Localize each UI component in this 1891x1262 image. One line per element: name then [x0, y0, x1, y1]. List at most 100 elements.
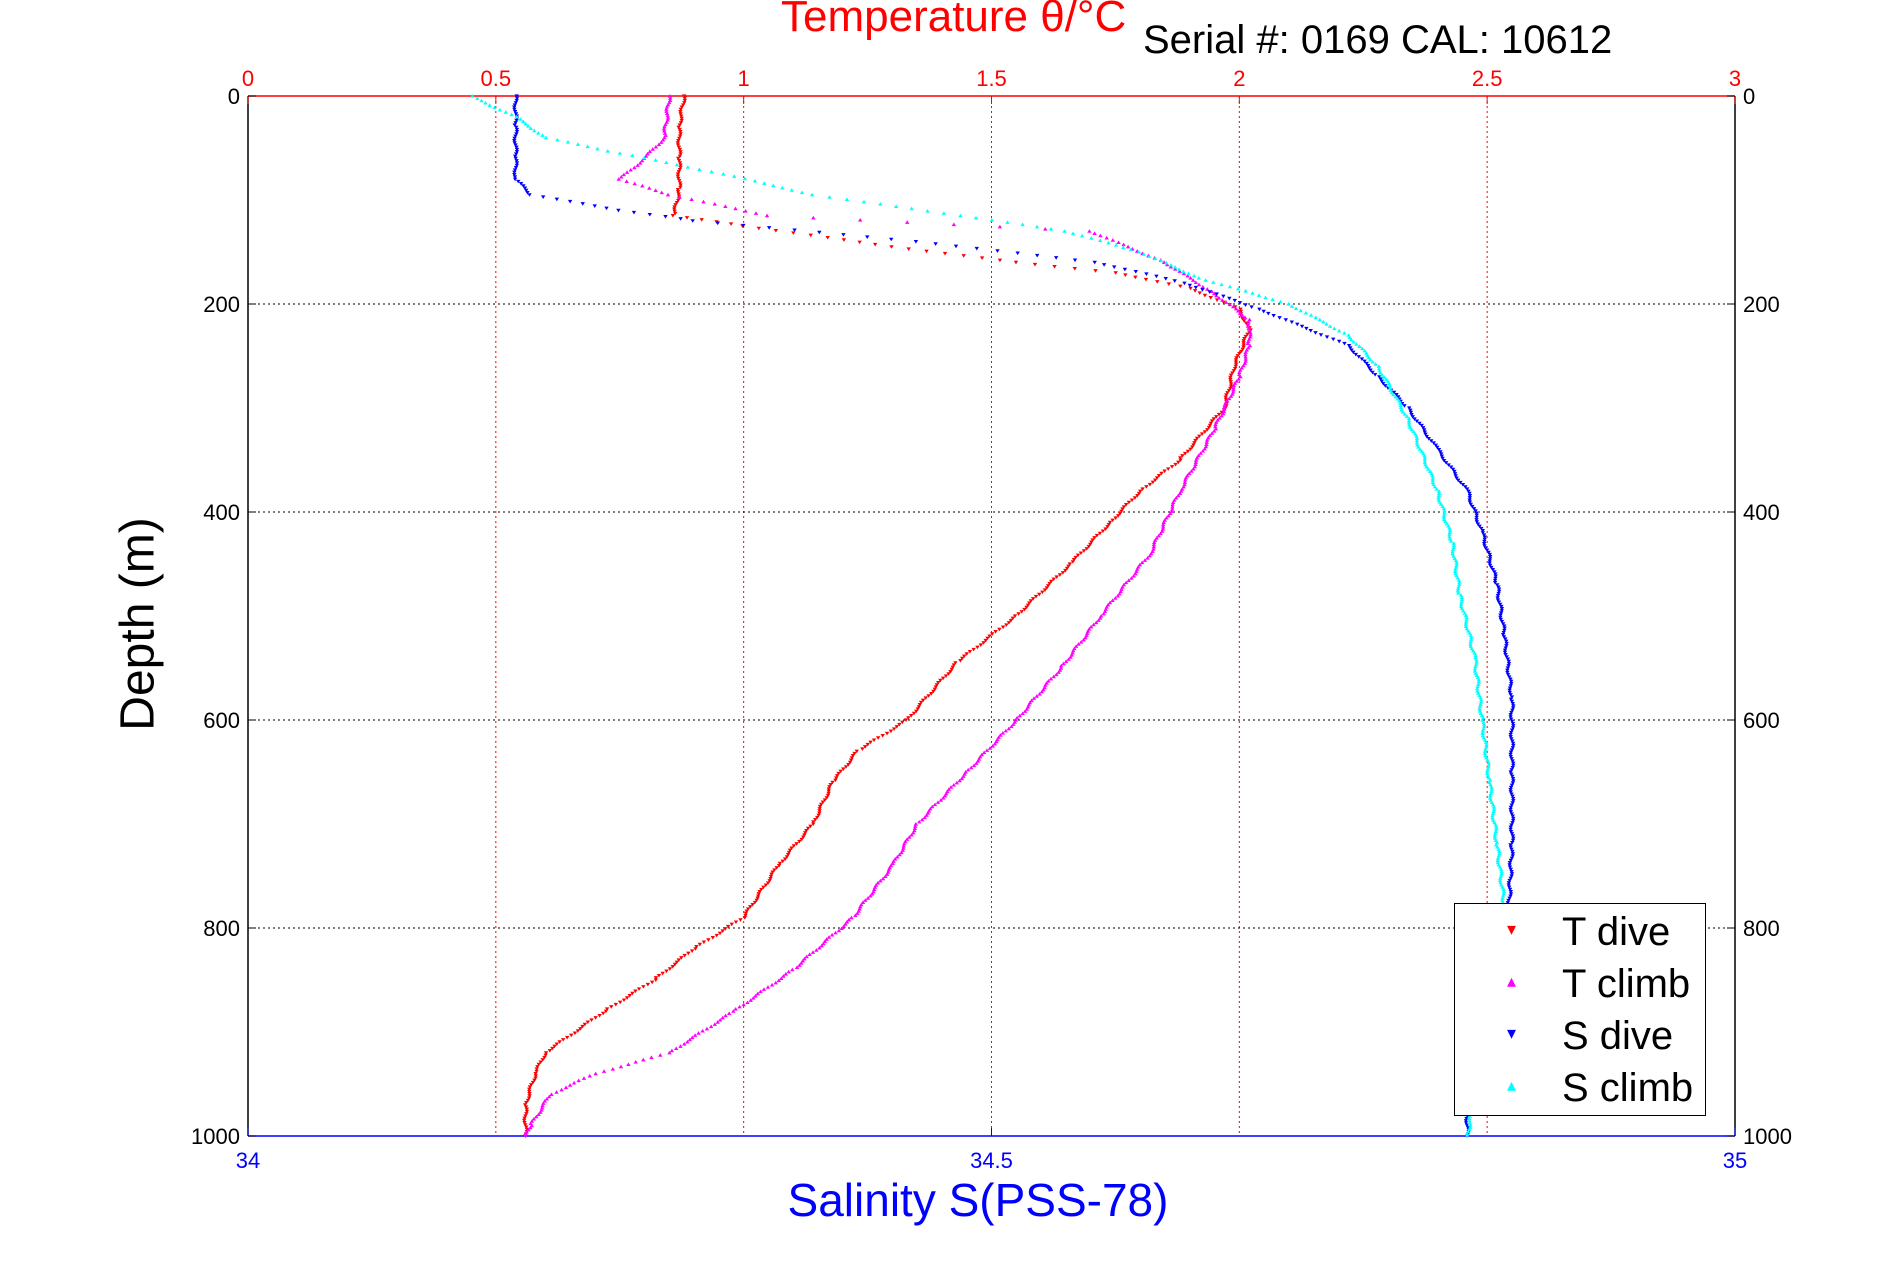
data-point [824, 937, 829, 941]
data-point [1160, 524, 1166, 529]
data-point [514, 125, 519, 130]
data-point [1454, 562, 1459, 567]
data-point [1495, 596, 1500, 600]
data-point [1446, 463, 1451, 467]
data-point [1505, 673, 1511, 677]
data-point [1437, 500, 1442, 504]
data-point [948, 785, 954, 789]
data-point [1051, 577, 1056, 582]
data-point [1464, 487, 1470, 492]
data-point [817, 804, 823, 809]
data-point [616, 208, 621, 213]
data-point [678, 110, 683, 114]
data-point [883, 874, 888, 879]
data-point [1458, 480, 1463, 485]
data-point [817, 945, 822, 950]
data-point [1448, 465, 1454, 470]
data-point [1155, 280, 1160, 284]
data-point [1507, 863, 1512, 867]
data-point [512, 170, 517, 175]
data-point [1452, 569, 1458, 573]
data-point [712, 202, 717, 206]
data-point [661, 126, 667, 131]
data-point [909, 714, 914, 718]
data-point [1506, 898, 1511, 903]
data-point [621, 172, 627, 177]
data-point [1295, 322, 1300, 327]
data-point [513, 101, 519, 105]
data-point [1199, 432, 1205, 436]
data-point [1176, 460, 1181, 465]
data-point [1283, 318, 1289, 322]
data-point [768, 877, 773, 881]
data-point [714, 933, 719, 938]
data-point [1176, 267, 1182, 271]
data-point [1013, 260, 1019, 265]
data-point [1289, 320, 1295, 325]
data-point [1463, 485, 1468, 489]
data-point [1121, 245, 1126, 249]
data-point [528, 126, 534, 130]
data-point [645, 982, 651, 987]
data-point [1246, 345, 1251, 350]
top-tick-label: 1.5 [976, 66, 1007, 91]
data-point [538, 1060, 543, 1065]
data-point [1509, 874, 1514, 878]
data-point [1482, 535, 1487, 540]
data-point [826, 935, 832, 939]
data-point [522, 186, 528, 191]
data-point [1196, 453, 1201, 458]
data-point [1126, 578, 1131, 582]
data-point [1509, 847, 1514, 852]
left-tick-label: 1000 [191, 1124, 240, 1149]
data-point [697, 167, 702, 171]
data-point [618, 1064, 624, 1069]
data-point [676, 170, 681, 174]
data-point [697, 942, 703, 947]
data-point [1422, 460, 1428, 465]
data-point [1450, 467, 1456, 472]
data-point [664, 104, 670, 109]
data-point [1489, 565, 1494, 570]
data-point [1496, 853, 1502, 858]
bottom-tick-label: 34.5 [970, 1148, 1013, 1173]
data-point [865, 742, 870, 747]
data-point [1510, 765, 1515, 770]
data-point [1228, 380, 1233, 384]
data-point [830, 780, 835, 785]
data-point [1183, 475, 1189, 480]
data-point [1188, 286, 1193, 291]
data-point [1182, 451, 1188, 456]
data-point [810, 950, 816, 954]
data-point [1037, 692, 1042, 696]
data-point [1243, 356, 1248, 361]
data-point [920, 698, 926, 703]
data-point [1379, 373, 1385, 377]
data-point [1138, 489, 1143, 494]
data-point [1378, 370, 1383, 375]
data-point [679, 105, 685, 110]
data-point [1263, 295, 1268, 300]
data-point [513, 143, 518, 148]
data-point [673, 203, 678, 207]
data-point [1308, 313, 1314, 317]
data-point [1499, 871, 1504, 876]
data-point [1324, 322, 1329, 326]
data-point [1213, 426, 1219, 431]
data-point [1098, 238, 1103, 243]
data-point [1492, 578, 1498, 583]
data-point [527, 193, 532, 197]
data-point [1230, 371, 1235, 375]
left-tick-label: 600 [203, 708, 240, 733]
data-point [993, 630, 998, 634]
data-point [1317, 317, 1323, 322]
data-point [580, 202, 585, 206]
data-point [948, 670, 953, 674]
data-point [1235, 286, 1241, 291]
data-point [765, 985, 771, 989]
data-point [1166, 467, 1171, 471]
data-point [1009, 724, 1014, 729]
data-point [745, 907, 751, 911]
data-point [514, 145, 519, 150]
